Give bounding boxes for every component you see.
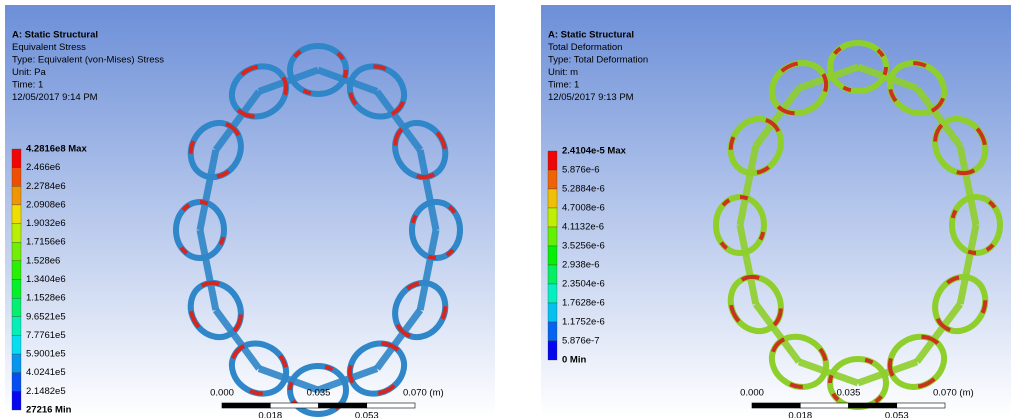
scale-label: 0.053 xyxy=(355,411,379,418)
scale-segment xyxy=(897,403,945,408)
legend-band xyxy=(12,298,21,317)
legend-label: 1.9032e6 xyxy=(26,218,66,229)
legend-label: 7.7761e5 xyxy=(26,330,66,341)
legend-band xyxy=(12,317,21,336)
scale-label: 0.035 xyxy=(837,388,861,399)
legend-label: 2.466e6 xyxy=(26,162,60,173)
scale-label: 0.053 xyxy=(885,411,909,418)
legend-label: 5.9001e5 xyxy=(26,349,66,360)
scale-segment xyxy=(800,403,848,408)
legend-label: 2.938e-6 xyxy=(562,260,600,271)
result-info: 12/05/2017 9:14 PM xyxy=(12,92,98,103)
legend-label: 1.7156e6 xyxy=(26,237,66,248)
legend-band xyxy=(12,335,21,354)
legend-band xyxy=(548,170,557,189)
legend-label: 1.3404e6 xyxy=(26,274,66,285)
result-info: 12/05/2017 9:13 PM xyxy=(548,92,634,103)
legend-label: 9.6521e5 xyxy=(26,311,66,322)
scale-label: 0.018 xyxy=(788,411,812,418)
legend-band xyxy=(12,391,21,410)
scale-label: 0.018 xyxy=(258,411,282,418)
legend-band xyxy=(548,284,557,303)
legend-band xyxy=(12,186,21,205)
legend-band xyxy=(548,246,557,265)
result-info: Time: 1 xyxy=(548,80,579,91)
legend-band xyxy=(548,303,557,322)
legend-label: 2.0908e6 xyxy=(26,199,66,210)
result-info: Type: Equivalent (von-Mises) Stress xyxy=(12,55,164,66)
scale-label: 0.070 (m) xyxy=(403,388,444,399)
scale-label: 0.000 xyxy=(740,388,764,399)
legend-label: 3.5256e-6 xyxy=(562,241,605,252)
result-title: A: Static Structural xyxy=(548,30,634,41)
legend-label: 2.3504e-6 xyxy=(562,279,605,290)
scale-segment xyxy=(222,403,270,408)
legend-band xyxy=(12,205,21,224)
legend-band xyxy=(548,151,557,170)
scale-label: 0.000 xyxy=(210,388,234,399)
legend-label: 27216 Min xyxy=(26,405,72,416)
legend-label: 1.1528e6 xyxy=(26,293,66,304)
legend-band xyxy=(12,149,21,168)
legend-band xyxy=(548,322,557,341)
legend-label: 5.876e-6 xyxy=(562,165,600,176)
legend-band xyxy=(12,261,21,280)
screenshot: A: Static StructuralEquivalent StressTyp… xyxy=(0,0,1019,418)
scale-label: 0.035 xyxy=(307,388,331,399)
legend-label: 0 Min xyxy=(562,355,586,366)
legend-label: 2.2784e6 xyxy=(26,181,66,192)
legend-band xyxy=(548,341,557,360)
legend-band xyxy=(548,265,557,284)
scale-segment xyxy=(319,403,367,408)
scale-segment xyxy=(849,403,897,408)
result-info: Type: Total Deformation xyxy=(548,55,648,66)
scale-segment xyxy=(752,403,800,408)
result-info: Time: 1 xyxy=(12,80,43,91)
legend-band xyxy=(548,227,557,246)
scale-segment xyxy=(270,403,318,408)
legend-label: 1.1752e-6 xyxy=(562,317,605,328)
result-title: A: Static Structural xyxy=(12,30,98,41)
legend-label: 5.876e-7 xyxy=(562,336,600,347)
scale-label: 0.070 (m) xyxy=(933,388,974,399)
result-info: Unit: Pa xyxy=(12,67,47,78)
legend-label: 5.2884e-6 xyxy=(562,184,605,195)
legend-band xyxy=(12,354,21,373)
scale-segment xyxy=(367,403,415,408)
legend-band xyxy=(12,373,21,392)
legend-label: 1.528e6 xyxy=(26,255,60,266)
result-info: Total Deformation xyxy=(548,42,622,53)
legend-label: 4.1132e-6 xyxy=(562,222,604,233)
legend-band xyxy=(548,189,557,208)
legend-label: 4.0241e5 xyxy=(26,367,66,378)
result-info: Unit: m xyxy=(548,67,578,78)
legend-label: 2.1482e5 xyxy=(26,386,66,397)
legend-label: 4.2816e8 Max xyxy=(26,144,87,155)
legend-band xyxy=(548,208,557,227)
legend-label: 1.7628e-6 xyxy=(562,298,605,309)
legend-band xyxy=(12,242,21,261)
legend-band xyxy=(12,224,21,243)
legend-band xyxy=(12,168,21,187)
legend-band xyxy=(12,280,21,299)
result-info: Equivalent Stress xyxy=(12,42,86,53)
legend-label: 2.4104e-5 Max xyxy=(562,146,627,157)
legend-label: 4.7008e-6 xyxy=(562,203,605,214)
right-viewport xyxy=(541,5,1011,418)
